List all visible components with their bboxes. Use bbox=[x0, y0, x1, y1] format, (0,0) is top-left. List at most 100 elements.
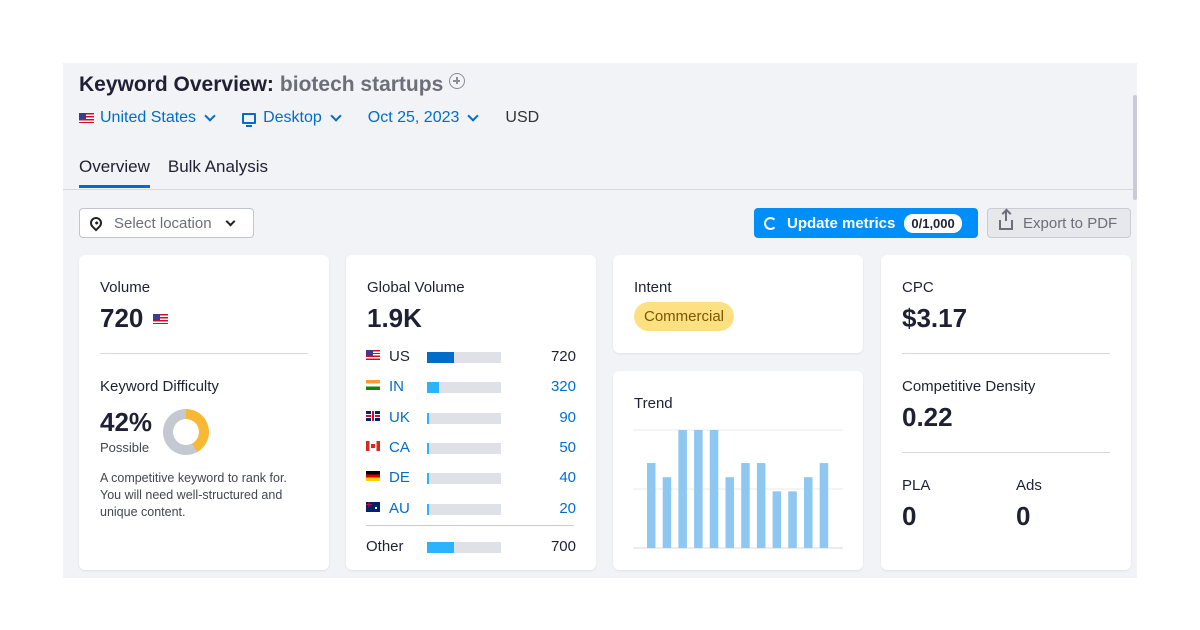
tab-overview[interactable]: Overview bbox=[79, 157, 150, 188]
intent-card: Intent Commercial bbox=[613, 255, 863, 353]
uk-flag-icon bbox=[366, 410, 380, 421]
us-flag-icon bbox=[79, 113, 94, 123]
country-volume-bar bbox=[427, 352, 501, 363]
country-filter[interactable]: United States bbox=[79, 109, 216, 127]
country-volume-bar bbox=[427, 442, 501, 454]
chevron-down-icon bbox=[225, 216, 236, 226]
pla-label: PLA bbox=[902, 477, 931, 494]
other-volume-row: Other 700 bbox=[366, 537, 576, 555]
refresh-icon bbox=[764, 216, 777, 230]
country-row-uk[interactable]: UK 90 bbox=[366, 408, 576, 426]
country-volume-bar-fill bbox=[427, 503, 429, 515]
country-volume-bar bbox=[427, 412, 501, 424]
update-metrics-button[interactable]: Update metrics 0/1,000 bbox=[754, 208, 978, 238]
other-divider bbox=[366, 525, 574, 526]
desktop-icon bbox=[242, 112, 257, 127]
update-metrics-label: Update metrics bbox=[787, 214, 896, 232]
ads-value: 0 bbox=[1016, 501, 1031, 531]
page-title-label: Keyword Overview: bbox=[79, 73, 274, 96]
trend-bar[interactable] bbox=[741, 463, 750, 548]
export-pdf-label: Export to PDF bbox=[1023, 214, 1118, 232]
country-code: CA bbox=[389, 438, 410, 456]
canada-flag-icon bbox=[366, 440, 380, 451]
trend-bar[interactable] bbox=[756, 463, 766, 548]
add-keyword-icon[interactable] bbox=[449, 73, 466, 89]
keyword-overview-panel: Keyword Overview: biotech startups United… bbox=[63, 63, 1137, 578]
volume-value: 720 bbox=[100, 303, 174, 334]
location-pin-icon bbox=[87, 214, 105, 232]
card-divider bbox=[902, 452, 1110, 453]
competitive-density-label: Competitive Density bbox=[902, 378, 1036, 395]
card-divider bbox=[100, 353, 308, 354]
page-header: Keyword Overview: biotech startups United… bbox=[63, 63, 1137, 190]
competitive-density-value: 0.22 bbox=[902, 402, 953, 432]
trend-bar[interactable] bbox=[662, 477, 672, 548]
country-volume-value: 50 bbox=[559, 438, 576, 456]
other-volume-bar bbox=[427, 542, 501, 553]
australia-flag-icon bbox=[366, 501, 380, 512]
kd-description: A competitive keyword to rank for. You w… bbox=[100, 471, 287, 519]
country-row-in[interactable]: IN 320 bbox=[366, 377, 576, 395]
country-volume-value: 90 bbox=[559, 408, 576, 426]
kd-value: 42% bbox=[100, 407, 153, 437]
other-volume-value: 700 bbox=[550, 538, 576, 555]
date-filter[interactable]: Oct 25, 2023 bbox=[368, 109, 480, 127]
trend-chart bbox=[633, 429, 843, 549]
filter-bar: United States Desktop Oct 25, 2023 USD bbox=[79, 109, 539, 127]
keyword-text: biotech startups bbox=[279, 73, 444, 96]
export-icon bbox=[999, 211, 1013, 230]
country-row-de[interactable]: DE 40 bbox=[366, 468, 576, 486]
country-volume-bar-fill bbox=[427, 442, 429, 454]
trend-bar[interactable] bbox=[725, 477, 735, 548]
volume-card: Volume 720 Keyword Difficulty 42% Possib… bbox=[79, 255, 329, 570]
device-filter-label: Desktop bbox=[263, 109, 322, 126]
chevron-down-icon bbox=[467, 110, 480, 122]
us-flag-icon bbox=[366, 350, 380, 360]
trend-bar[interactable] bbox=[647, 463, 656, 548]
pla-value: 0 bbox=[902, 501, 917, 531]
trend-bar[interactable] bbox=[819, 463, 829, 548]
page-title: Keyword Overview: biotech startups bbox=[79, 73, 466, 97]
kd-donut-chart bbox=[163, 409, 209, 455]
other-volume-bar-fill bbox=[427, 542, 454, 553]
global-volume-value: 1.9K bbox=[367, 303, 422, 333]
country-volume-bar bbox=[427, 382, 501, 394]
trend-bar[interactable] bbox=[788, 491, 797, 548]
trend-bar[interactable] bbox=[678, 430, 687, 548]
other-label: Other bbox=[366, 538, 404, 555]
country-row-au[interactable]: AU 20 bbox=[366, 499, 576, 517]
trend-bar[interactable] bbox=[694, 430, 703, 548]
ads-label: Ads bbox=[1016, 477, 1042, 494]
country-volume-bar-fill bbox=[427, 382, 439, 394]
country-code: UK bbox=[389, 408, 410, 426]
device-filter[interactable]: Desktop bbox=[242, 109, 342, 127]
country-code: IN bbox=[389, 378, 404, 396]
cpc-card: CPC $3.17 Competitive Density 0.22 PLA 0… bbox=[881, 255, 1131, 570]
country-code: AU bbox=[389, 499, 410, 517]
cpc-value: $3.17 bbox=[902, 303, 968, 333]
country-volume-bar-fill bbox=[427, 473, 429, 485]
kd-level: Possible bbox=[100, 440, 150, 455]
country-volume-bar bbox=[427, 503, 501, 515]
trend-bar[interactable] bbox=[804, 477, 813, 548]
intent-label: Intent bbox=[634, 279, 672, 296]
country-volume-bar bbox=[427, 473, 501, 485]
global-volume-card: Global Volume 1.9K US 720 IN 320 UK 90 CA 50 DE 4… bbox=[346, 255, 596, 570]
country-volume-value: 320 bbox=[550, 378, 576, 396]
volume-label: Volume bbox=[100, 279, 151, 296]
global-volume-label: Global Volume bbox=[367, 279, 465, 296]
country-code: DE bbox=[389, 469, 410, 487]
trend-bar[interactable] bbox=[772, 491, 782, 548]
location-select-placeholder: Select location bbox=[114, 214, 212, 232]
tab-bulk-analysis[interactable]: Bulk Analysis bbox=[167, 157, 269, 176]
country-volume-value: 40 bbox=[559, 469, 576, 487]
country-volume-bar-fill bbox=[427, 412, 430, 424]
tab-bar: Overview Bulk Analysis bbox=[79, 157, 286, 188]
export-pdf-button[interactable]: Export to PDF bbox=[987, 208, 1131, 238]
trend-bar[interactable] bbox=[709, 430, 719, 548]
country-row-ca[interactable]: CA 50 bbox=[366, 438, 576, 456]
scrollbar[interactable] bbox=[1133, 95, 1137, 200]
header-divider bbox=[63, 189, 1137, 190]
location-select[interactable]: Select location bbox=[79, 208, 254, 238]
country-volume-value: 20 bbox=[559, 499, 576, 517]
